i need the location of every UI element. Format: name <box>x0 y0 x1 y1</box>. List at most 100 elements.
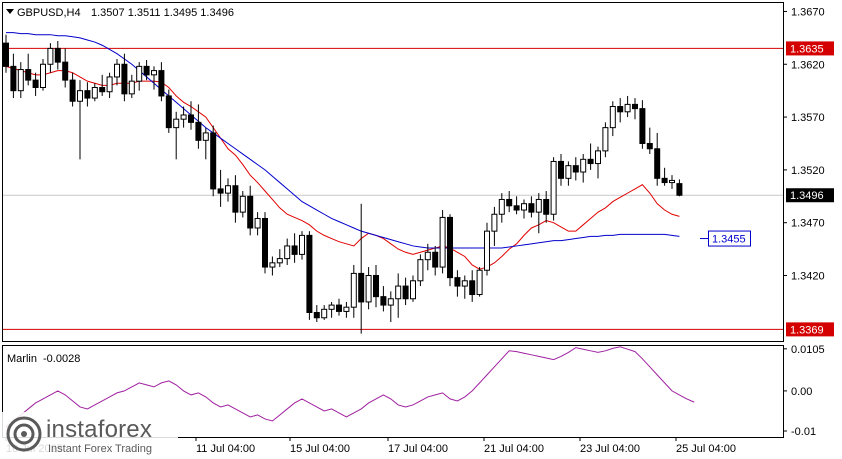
candle <box>40 58 46 91</box>
candle-body-bull <box>565 165 572 179</box>
candle <box>654 132 661 186</box>
candle <box>336 298 342 316</box>
candle <box>254 212 261 236</box>
candle <box>580 154 587 183</box>
candle <box>262 212 268 274</box>
symbol-label: GBPUSD,H4 <box>17 7 81 19</box>
candle-body-bear <box>232 185 239 213</box>
candle-body-bull <box>180 114 187 120</box>
candle-body-bear <box>336 304 342 312</box>
time-tick-label: 11 Jul 04:00 <box>196 443 255 455</box>
candle-body-bull <box>417 259 424 282</box>
price-tick-label: 1.3420 <box>791 271 825 283</box>
candle-body-bull <box>550 160 557 215</box>
candle-body-bear <box>358 272 365 303</box>
candle <box>469 270 476 302</box>
candle <box>210 125 217 197</box>
candle-body-bear <box>69 79 76 102</box>
candle <box>639 100 646 149</box>
candle-body-bear <box>306 234 313 313</box>
candle-body-bull <box>365 275 372 303</box>
time-tick-label: 23 Jul 04:00 <box>580 443 640 455</box>
candle <box>587 143 594 170</box>
candle <box>387 291 394 322</box>
candle <box>128 74 135 99</box>
candle <box>47 43 54 73</box>
candle <box>395 273 402 318</box>
candle-body-bull <box>299 234 305 255</box>
candle <box>439 210 446 274</box>
candle-body-bull <box>498 198 505 215</box>
candle <box>417 254 424 287</box>
candle <box>646 127 653 155</box>
candle <box>136 62 143 91</box>
price-tags: 1.3635 1.3369 1.3496 1.3455 <box>700 41 834 337</box>
candle-body-bear <box>454 277 461 287</box>
candle <box>609 101 616 137</box>
candle <box>543 191 550 223</box>
candle-body-bear <box>313 311 320 319</box>
candle <box>328 301 335 318</box>
candle <box>432 245 439 276</box>
candles <box>3 34 683 334</box>
candle-body-bear <box>143 65 150 76</box>
level-tag-bg <box>786 322 834 337</box>
candle-body-bull <box>202 132 209 141</box>
candle <box>513 196 520 215</box>
current-price-tag-bg <box>786 188 834 203</box>
candle <box>173 111 180 160</box>
level-tag-label: 1.3635 <box>790 43 824 55</box>
candle-body-bull <box>484 230 490 271</box>
dropdown-triangle-icon[interactable] <box>6 9 14 14</box>
candle <box>535 193 542 234</box>
candle <box>321 305 328 320</box>
candle <box>521 199 527 219</box>
candle-body-bear <box>528 203 535 213</box>
candle-body-bear <box>54 47 61 63</box>
candle <box>572 157 579 181</box>
candle <box>32 72 39 96</box>
candle <box>595 146 601 179</box>
candle <box>669 175 675 189</box>
candle <box>565 161 572 186</box>
candle <box>484 222 490 276</box>
candle-body-bull <box>395 285 402 300</box>
candle <box>232 175 239 223</box>
candle-body-bull <box>91 87 98 99</box>
candle <box>284 238 291 265</box>
candle <box>77 80 83 160</box>
candle <box>3 34 9 73</box>
price-tick-label: 1.3520 <box>791 165 825 177</box>
candle <box>602 122 609 158</box>
candle <box>269 256 276 276</box>
candle <box>239 191 246 218</box>
candle-body-bull <box>128 80 135 95</box>
candle-body-bear <box>380 296 387 306</box>
candle-body-bull <box>521 203 527 211</box>
instaforex-logo: instaforex Instant Forex Trading <box>2 412 178 458</box>
candle <box>424 243 431 271</box>
candle <box>17 62 24 99</box>
candle-body-bear <box>469 280 476 296</box>
candle <box>69 72 76 107</box>
candle-body-bear <box>158 70 165 97</box>
level-tag-bg <box>786 41 834 56</box>
candle-body-bull <box>410 280 416 300</box>
candle-body-bull <box>461 280 468 287</box>
candle <box>402 277 409 306</box>
candle-body-bull <box>269 262 276 268</box>
candle <box>291 233 298 263</box>
candle <box>151 66 157 90</box>
candle <box>195 104 202 149</box>
candle-body-bear <box>513 205 520 211</box>
candle-body-bear <box>661 177 668 184</box>
candle-body-bear <box>217 188 224 194</box>
candle <box>558 154 564 186</box>
candle <box>54 41 61 70</box>
instaforex-logo-icon <box>6 416 42 452</box>
candle-body-bear <box>402 285 409 300</box>
candle <box>617 98 624 123</box>
candle-body-bull <box>151 70 157 76</box>
candle-body-bear <box>262 217 268 268</box>
